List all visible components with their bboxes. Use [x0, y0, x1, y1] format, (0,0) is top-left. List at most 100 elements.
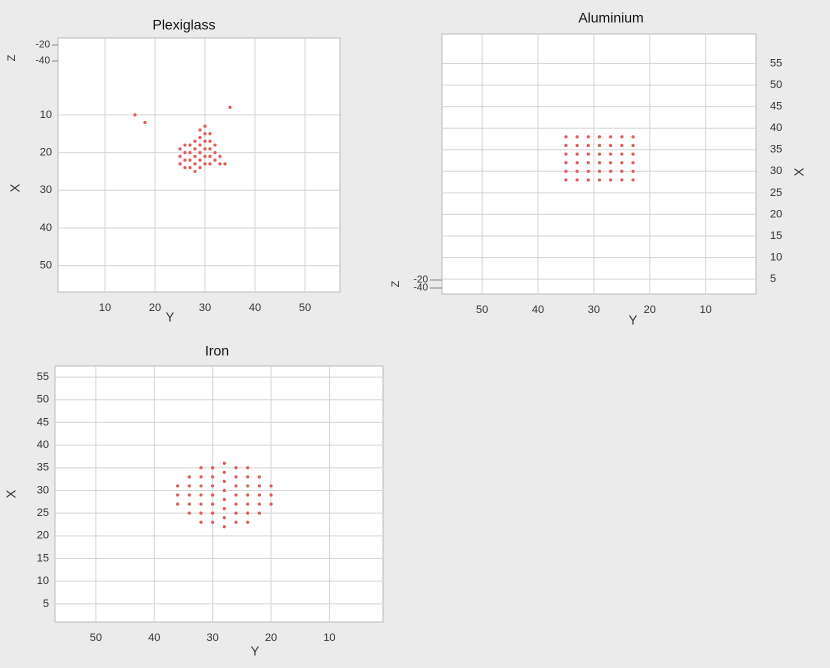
- point: [187, 484, 191, 488]
- y-tick-label: 5: [770, 273, 776, 285]
- x-tick-label: 40: [532, 304, 544, 316]
- y-tick-label: 45: [37, 416, 49, 428]
- point: [234, 493, 238, 497]
- point: [223, 162, 227, 166]
- point: [203, 124, 207, 128]
- point: [631, 161, 635, 165]
- point: [176, 502, 180, 506]
- point: [246, 502, 250, 506]
- point: [631, 143, 635, 148]
- point: [211, 484, 215, 488]
- y-axis-label: X: [791, 167, 806, 176]
- point: [257, 502, 261, 506]
- point: [218, 162, 222, 166]
- x-tick-label: 40: [148, 632, 160, 644]
- point: [234, 502, 238, 506]
- x-tick-label: 20: [149, 302, 161, 314]
- y-tick-label: 10: [37, 575, 49, 587]
- point: [203, 162, 207, 166]
- y-tick-label: 10: [770, 251, 782, 263]
- point: [222, 461, 226, 465]
- point: [597, 161, 602, 165]
- point: [178, 162, 182, 166]
- point: [213, 143, 217, 147]
- point: [198, 135, 202, 140]
- y-tick-label: 50: [770, 79, 782, 91]
- point: [609, 135, 613, 139]
- point: [564, 152, 568, 156]
- y-tick-label: 20: [770, 208, 782, 220]
- y-tick-label: 40: [770, 122, 782, 134]
- point: [564, 178, 568, 182]
- y-tick-label: 20: [40, 146, 52, 158]
- point: [586, 152, 590, 156]
- point: [143, 120, 147, 125]
- y-tick-label: 10: [40, 109, 52, 121]
- z-axis-label: Z: [6, 54, 18, 61]
- point: [211, 475, 215, 479]
- point: [188, 158, 192, 162]
- point: [575, 143, 579, 148]
- point: [234, 511, 238, 515]
- point: [222, 470, 226, 474]
- point: [564, 135, 568, 139]
- point: [575, 178, 579, 182]
- point: [586, 178, 590, 182]
- point: [203, 139, 207, 143]
- point: [257, 511, 261, 515]
- plot-area: [54, 365, 384, 623]
- point: [193, 162, 197, 166]
- point: [620, 135, 624, 139]
- point: [609, 161, 613, 165]
- point: [609, 143, 613, 148]
- point: [222, 516, 226, 520]
- y-axis-label: X: [3, 489, 18, 498]
- point: [176, 493, 180, 497]
- point: [178, 154, 182, 158]
- y-tick-label: 30: [770, 165, 782, 177]
- point: [586, 161, 590, 165]
- point: [564, 169, 568, 173]
- point: [246, 475, 250, 479]
- x-axis-label: Y: [629, 312, 638, 327]
- y-tick-label: 15: [770, 230, 782, 242]
- x-tick-label: 30: [207, 632, 219, 644]
- point: [631, 135, 635, 139]
- y-tick-label: 15: [37, 552, 49, 564]
- point: [199, 475, 203, 479]
- y-tick-label: 50: [37, 394, 49, 406]
- point: [198, 143, 202, 147]
- point: [575, 135, 579, 139]
- point: [234, 466, 238, 470]
- y-tick-label: 50: [40, 260, 52, 272]
- point: [199, 493, 203, 497]
- point: [597, 178, 602, 182]
- point: [193, 139, 197, 143]
- chart-title: Aluminium: [578, 10, 643, 26]
- point: [269, 493, 273, 497]
- point: [187, 493, 191, 497]
- point: [564, 143, 568, 148]
- x-axis-label: Y: [166, 309, 175, 324]
- x-tick-label: 30: [588, 304, 600, 316]
- chart-title: Iron: [205, 343, 229, 359]
- point: [203, 147, 207, 151]
- point: [575, 169, 579, 173]
- point: [218, 154, 222, 158]
- point: [620, 161, 624, 165]
- z-tick-label: -40: [36, 56, 51, 67]
- point: [269, 484, 273, 488]
- y-tick-label: 55: [770, 57, 782, 69]
- point: [246, 466, 250, 470]
- y-tick-label: 40: [37, 439, 49, 451]
- y-tick-label: 25: [770, 187, 782, 199]
- point: [198, 166, 202, 170]
- point: [208, 132, 212, 136]
- point: [575, 161, 579, 165]
- x-tick-label: 50: [299, 302, 311, 314]
- point: [211, 493, 215, 497]
- point: [211, 511, 215, 515]
- point: [597, 169, 602, 173]
- z-tick-label: -20: [414, 275, 429, 286]
- point: [176, 484, 180, 488]
